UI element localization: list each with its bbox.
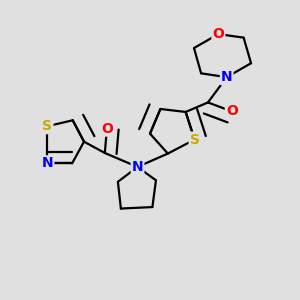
Text: S: S: [190, 133, 200, 147]
Text: O: O: [101, 122, 113, 136]
Text: O: O: [212, 27, 224, 41]
Text: S: S: [43, 119, 52, 133]
Text: N: N: [42, 156, 53, 170]
Text: O: O: [226, 104, 238, 118]
Text: N: N: [132, 160, 143, 174]
Text: N: N: [221, 70, 232, 84]
